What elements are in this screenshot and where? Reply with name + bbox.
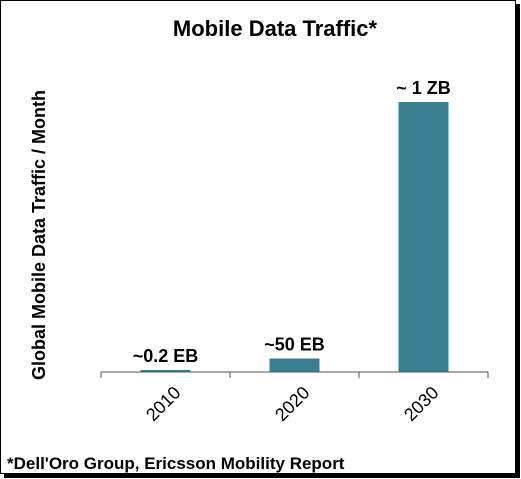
- data-label-2010: ~0.2 EB: [133, 346, 199, 366]
- x-tick-label-2010: 2010: [142, 383, 184, 425]
- x-tick-label-2030: 2030: [400, 383, 442, 425]
- chart-title: Mobile Data Traffic*: [173, 16, 378, 41]
- data-label-2030: ~ 1 ZB: [396, 78, 451, 98]
- bar-2020: [269, 358, 320, 372]
- bar-2030: [398, 102, 449, 372]
- x-axis-ticks: 2010 2020 2030: [100, 372, 489, 425]
- data-label-2020: ~50 EB: [264, 335, 325, 355]
- x-tick-label-2020: 2020: [271, 383, 313, 425]
- y-axis-label: Global Mobile Data Traffic / Month: [29, 90, 49, 380]
- source-note: *Dell'Oro Group, Ericsson Mobility Repor…: [7, 454, 345, 473]
- bars-layer: ~0.2 EB ~50 EB ~ 1 ZB: [133, 78, 451, 372]
- bar-2010: [140, 370, 191, 372]
